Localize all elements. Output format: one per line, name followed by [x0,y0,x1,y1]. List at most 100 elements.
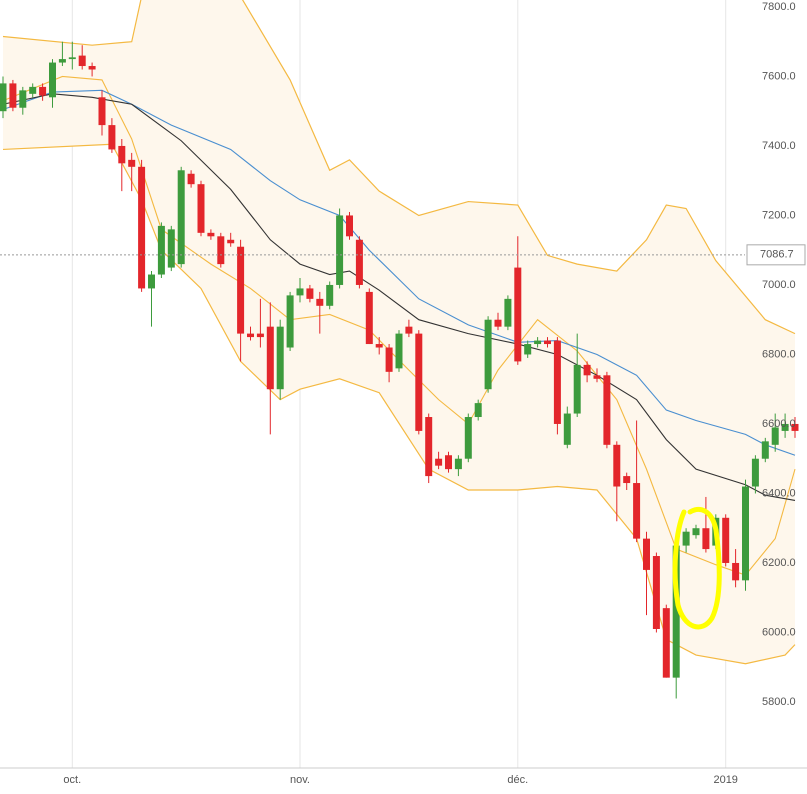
candle-body [742,486,749,581]
candle-body [781,423,789,431]
candle-body [692,528,700,536]
candle-body [494,319,502,327]
candle-body [454,458,462,470]
x-tick-label: oct. [63,774,81,786]
moving-average [2,75,796,576]
x-tick-label: déc. [507,774,528,786]
candle-body [148,274,155,289]
candle-body [108,125,116,150]
candle-body [524,344,532,355]
candle-body [484,319,492,390]
candle-body [425,417,433,477]
candle-body [732,562,740,581]
y-tick-label: 7600.0 [762,70,796,82]
candle-body [385,347,393,372]
candle-body [355,239,363,285]
candle-body [286,295,294,348]
candle-body [791,423,799,431]
candle-body [88,66,96,70]
candle-body [761,441,769,459]
candle-body [544,340,551,345]
candle-body [197,184,205,233]
y-tick-label: 5800.0 [762,696,796,708]
x-tick-label: 2019 [713,774,737,786]
candle-body [365,291,373,345]
candle-body [702,528,710,550]
candle-body [643,538,650,570]
y-tick-label: 6600.0 [762,418,796,430]
candle-body [157,225,165,275]
candle-body [474,403,482,418]
candle-body [266,326,274,390]
candle-body [256,333,264,338]
candle-body [751,458,759,487]
candle-body [128,159,136,167]
candle-body [504,298,512,327]
y-tick-label: 6400.0 [762,487,796,499]
candle-body [217,236,225,265]
candle-body [553,340,561,424]
candle-body [207,232,215,237]
candle-body [49,62,56,98]
y-tick-label: 6000.0 [762,626,796,638]
moving-average [2,89,796,456]
candle-body [276,326,284,390]
candle-body [672,545,680,678]
candle-body [98,97,106,126]
band-upper [2,0,796,335]
candle-body [237,246,245,334]
candle-body [336,215,344,285]
last-price-box [746,244,806,266]
y-tick-label: 7000.0 [762,279,796,291]
candle-body [19,90,27,108]
candle-body [405,326,413,334]
candle-body [39,86,47,96]
candle-body [0,83,7,112]
highlight-annotation [672,506,722,630]
moving-average [2,93,796,501]
candle-body [682,531,690,546]
candle-body [247,333,254,338]
candle-body [435,458,443,466]
plot-area [0,0,799,768]
candle-body [375,344,383,348]
candle-body [306,288,314,299]
last-price-label: 7086.7 [760,249,794,261]
candle-body [573,364,581,414]
candle-body [633,483,641,539]
y-tick-label: 6800.0 [762,348,796,360]
candle-body [29,86,37,94]
candle-body [613,444,621,487]
candle-body [652,556,660,629]
candle-body [603,375,611,445]
candle-body [346,215,353,237]
y-tick-label: 7400.0 [762,140,796,152]
candle-body [227,239,235,244]
y-tick-label: 7800.0 [762,1,796,13]
candle-body [445,455,452,470]
candle-body [187,173,195,185]
x-tick-label: nov. [290,774,310,786]
candle-body [58,59,66,63]
candle-body [138,166,146,289]
candle-body [464,417,472,459]
candle-body [593,375,601,379]
y-tick-label: 6200.0 [762,557,796,569]
candle-body [771,427,779,445]
candle-body [514,267,522,362]
candle-body [326,284,334,306]
candle-body [68,57,76,60]
candle-body [118,145,126,164]
candle-body [563,413,571,445]
candle-body [316,298,324,306]
candle-body [177,170,185,265]
candle-body [583,364,591,376]
candle-body [534,340,542,345]
y-tick-label: 7200.0 [762,209,796,221]
candle-body [395,333,403,369]
candle-body [415,333,423,431]
candle-body [78,55,86,67]
candle-body [722,517,730,563]
